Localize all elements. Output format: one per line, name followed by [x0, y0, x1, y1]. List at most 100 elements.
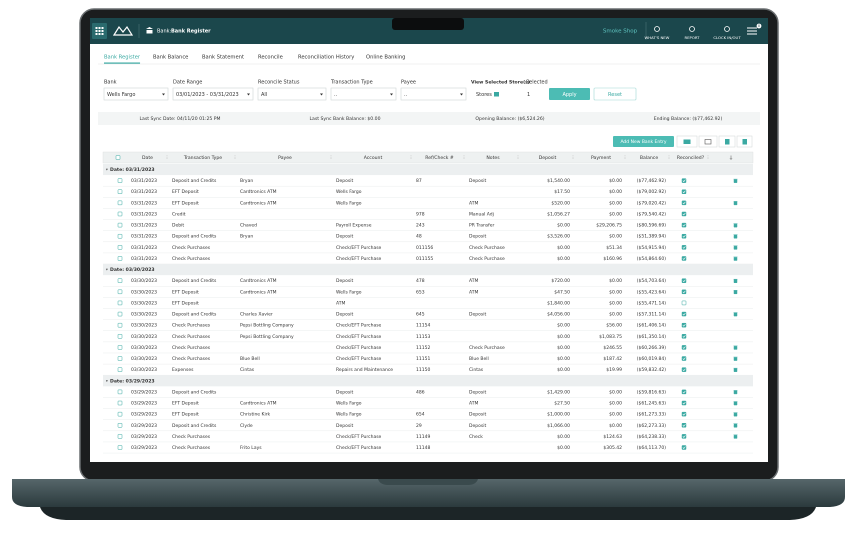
cell: $124.63: [603, 434, 622, 440]
delete-icon[interactable]: [733, 178, 738, 183]
tab[interactable]: Bank Balance: [153, 55, 188, 61]
reconciled-checkbox[interactable]: [681, 289, 687, 295]
reconciled-checkbox[interactable]: [681, 445, 687, 450]
apply-button[interactable]: [549, 88, 590, 100]
row-select[interactable]: [117, 434, 123, 439]
row-select[interactable]: [117, 278, 123, 283]
row-select[interactable]: [117, 178, 123, 183]
row-select[interactable]: [117, 411, 123, 417]
add-button[interactable]: [613, 136, 674, 147]
filter-input[interactable]: [172, 87, 254, 101]
row-select[interactable]: [117, 367, 123, 372]
filter-input[interactable]: [103, 87, 169, 101]
column-header: Ref/Check #: [425, 155, 454, 161]
store-name[interactable]: Smoke Shop: [603, 29, 638, 35]
row-select[interactable]: [117, 356, 123, 361]
tab[interactable]: Bank Statement: [202, 55, 244, 61]
reconciled-checkbox[interactable]: [681, 311, 687, 317]
delete-icon[interactable]: [733, 390, 738, 395]
delete-icon[interactable]: [733, 401, 738, 406]
reconciled-checkbox[interactable]: [681, 178, 687, 183]
row-select[interactable]: [117, 334, 123, 339]
row-select[interactable]: [117, 445, 123, 450]
reconciled-checkbox[interactable]: [681, 423, 687, 428]
excel-icon: [742, 139, 747, 145]
filter-input[interactable]: [257, 87, 327, 101]
reconciled-checkbox[interactable]: [681, 345, 687, 350]
breadcrumb: Bank Register: [171, 29, 211, 35]
cell: $56.00: [606, 323, 622, 329]
reconciled-checkbox[interactable]: [681, 233, 687, 239]
delete-icon[interactable]: [733, 312, 738, 317]
reconciled-checkbox[interactable]: [681, 189, 687, 194]
reconciled-checkbox[interactable]: [681, 411, 687, 417]
row-select[interactable]: [117, 300, 123, 306]
delete-icon[interactable]: [733, 245, 738, 250]
row-select[interactable]: [117, 423, 123, 428]
cell: ($61,273.33): [637, 412, 667, 418]
sync-info: Opening Balance: ($6,524.26): [475, 116, 544, 122]
tab[interactable]: Reconciliation History: [298, 55, 354, 61]
row-select[interactable]: [117, 245, 123, 250]
filter-input[interactable]: [400, 87, 467, 101]
row-select[interactable]: [117, 322, 123, 328]
hamburger[interactable]: [747, 27, 757, 35]
row-select[interactable]: [117, 200, 123, 206]
reconciled-checkbox[interactable]: [681, 211, 687, 217]
reset-button[interactable]: [593, 87, 637, 101]
reconciled-checkbox[interactable]: [681, 200, 687, 206]
reconciled-checkbox[interactable]: [681, 389, 687, 395]
filter-label: Reconcile Status: [258, 80, 300, 86]
row-select[interactable]: [117, 345, 123, 350]
cell: ($79,002.92): [637, 189, 667, 195]
delete-icon[interactable]: [733, 256, 738, 261]
reconciled-checkbox[interactable]: [681, 322, 687, 328]
delete-icon[interactable]: [733, 278, 738, 283]
group-row: [103, 163, 753, 176]
row-select[interactable]: [117, 222, 123, 228]
reconciled-checkbox[interactable]: [681, 434, 687, 439]
reconciled-checkbox[interactable]: [681, 300, 687, 306]
cell: Check/EFT Purchase: [336, 345, 382, 351]
select-all[interactable]: [115, 155, 121, 160]
reconciled-checkbox[interactable]: [681, 356, 687, 361]
tab[interactable]: Reconcile: [258, 55, 283, 61]
delete-icon[interactable]: [733, 356, 738, 361]
row-select[interactable]: [117, 400, 123, 406]
print-button[interactable]: [698, 135, 718, 148]
reconciled-checkbox[interactable]: [681, 222, 687, 228]
row-select[interactable]: [117, 311, 123, 317]
reconciled-checkbox[interactable]: [681, 334, 687, 339]
filter-input[interactable]: [330, 87, 397, 101]
delete-icon[interactable]: [733, 201, 738, 206]
row-select[interactable]: [117, 189, 123, 194]
cell: ($54,864.60): [637, 256, 667, 262]
delete-icon[interactable]: [733, 290, 738, 295]
stores-value[interactable]: Stores: [476, 92, 492, 98]
row-select[interactable]: [117, 233, 123, 239]
cell: Deposit: [469, 423, 486, 429]
delete-icon[interactable]: [733, 223, 738, 228]
delete-icon[interactable]: [733, 345, 738, 350]
delete-icon[interactable]: [733, 367, 738, 372]
row-select[interactable]: [117, 289, 123, 295]
tab[interactable]: Bank Register: [104, 55, 141, 61]
cell: Expenses: [172, 367, 194, 373]
row-select[interactable]: [117, 389, 123, 395]
delete-icon[interactable]: [733, 434, 738, 439]
menu-item[interactable]: WHAT'S NEW: [645, 35, 670, 40]
reconciled-checkbox[interactable]: [681, 245, 687, 250]
menu-item[interactable]: CLOCK IN/OUT: [713, 35, 741, 40]
reconciled-checkbox[interactable]: [681, 256, 687, 261]
delete-icon[interactable]: [733, 412, 738, 417]
delete-icon[interactable]: [733, 423, 738, 428]
reconciled-checkbox[interactable]: [681, 400, 687, 406]
reconciled-checkbox[interactable]: [681, 278, 687, 283]
row-select[interactable]: [117, 256, 123, 261]
row-select[interactable]: [117, 211, 123, 217]
menu-item[interactable]: REPORT: [685, 35, 701, 40]
reconciled-checkbox[interactable]: [681, 367, 687, 372]
delete-icon[interactable]: [733, 234, 738, 239]
tab[interactable]: Online Banking: [366, 55, 405, 61]
cell: Deposit: [336, 234, 353, 240]
